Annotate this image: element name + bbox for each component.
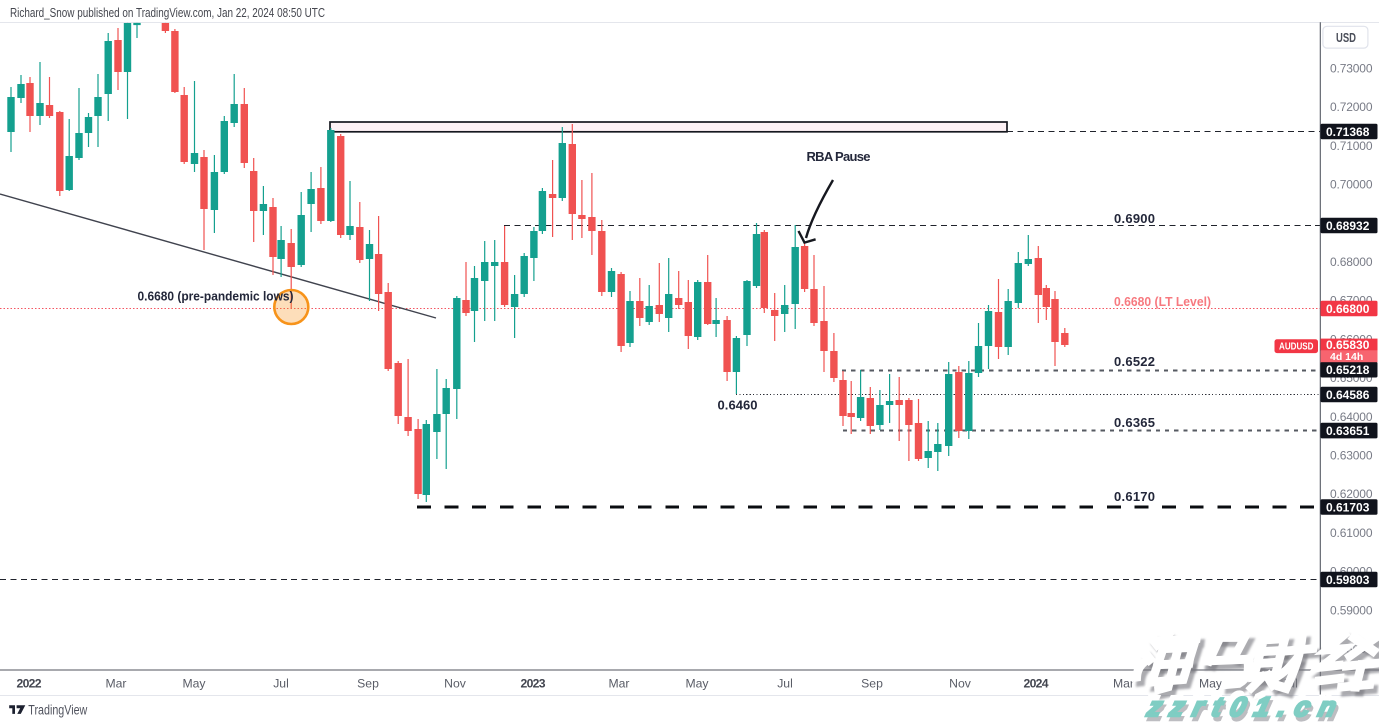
svg-text:0.61000: 0.61000	[1330, 526, 1373, 540]
svg-text:0.61703: 0.61703	[1326, 500, 1370, 514]
svg-text:0.59000: 0.59000	[1330, 603, 1373, 617]
svg-text:TradingView: TradingView	[28, 702, 87, 717]
svg-text:AUDUSD: AUDUSD	[1279, 341, 1314, 352]
svg-text:May: May	[1199, 677, 1223, 691]
svg-text:May: May	[685, 677, 709, 691]
svg-text:zzrt01.cn: zzrt01.cn	[1144, 691, 1349, 722]
svg-text:0.6680 (LT Level): 0.6680 (LT Level)	[1114, 294, 1211, 309]
svg-text:0.63000: 0.63000	[1330, 449, 1373, 463]
svg-text:4d 14h: 4d 14h	[1330, 351, 1363, 363]
svg-text:0.70000: 0.70000	[1330, 178, 1373, 192]
svg-text:0.6680 (pre-pandemic lows): 0.6680 (pre-pandemic lows)	[138, 289, 294, 304]
svg-text:Mar: Mar	[106, 677, 127, 691]
svg-text:Sep: Sep	[357, 677, 379, 691]
svg-text:0.63651: 0.63651	[1326, 424, 1370, 438]
svg-text:0.6900: 0.6900	[1114, 211, 1155, 226]
svg-text:0.68000: 0.68000	[1330, 255, 1373, 269]
svg-text:2022: 2022	[17, 677, 42, 691]
svg-text:Nov: Nov	[444, 677, 467, 691]
svg-text:Jul: Jul	[273, 677, 289, 691]
svg-text:0.71368: 0.71368	[1326, 125, 1370, 139]
svg-text:0.71000: 0.71000	[1330, 139, 1373, 153]
svg-text:RBA Pause: RBA Pause	[807, 149, 871, 164]
svg-text:May: May	[182, 677, 206, 691]
svg-text:Mar: Mar	[1113, 677, 1134, 691]
svg-text:0.65830: 0.65830	[1326, 338, 1370, 352]
svg-text:USD: USD	[1336, 31, 1356, 45]
svg-text:0.6170: 0.6170	[1114, 489, 1155, 504]
svg-text:0.66800: 0.66800	[1326, 302, 1370, 316]
svg-text:0.72000: 0.72000	[1330, 100, 1373, 114]
svg-text:2023: 2023	[521, 677, 546, 691]
svg-text:0.73000: 0.73000	[1330, 61, 1373, 75]
svg-text:0.64586: 0.64586	[1326, 388, 1370, 402]
svg-text:Jul: Jul	[777, 677, 793, 691]
svg-text:0.64000: 0.64000	[1330, 410, 1373, 424]
svg-text:0.65218: 0.65218	[1326, 363, 1370, 377]
svg-text:Mar: Mar	[609, 677, 630, 691]
svg-text:zzrt01.cn: zzrt01.cn	[1146, 695, 1351, 725]
svg-text:0.68932: 0.68932	[1326, 219, 1370, 233]
svg-text:Sep: Sep	[861, 677, 883, 691]
svg-text:0.59803: 0.59803	[1326, 573, 1370, 587]
svg-text:0.62000: 0.62000	[1330, 487, 1373, 501]
svg-text:zzrt01.cn: zzrt01.cn	[1140, 686, 1345, 717]
svg-text:0.6365: 0.6365	[1114, 415, 1155, 430]
svg-text:0.6460: 0.6460	[718, 398, 758, 413]
svg-text:2024: 2024	[1024, 677, 1049, 691]
svg-text:0.6522: 0.6522	[1114, 354, 1155, 369]
svg-text:Richard_Snow published on Trad: Richard_Snow published on TradingView.co…	[10, 6, 325, 20]
svg-text:Nov: Nov	[949, 677, 972, 691]
